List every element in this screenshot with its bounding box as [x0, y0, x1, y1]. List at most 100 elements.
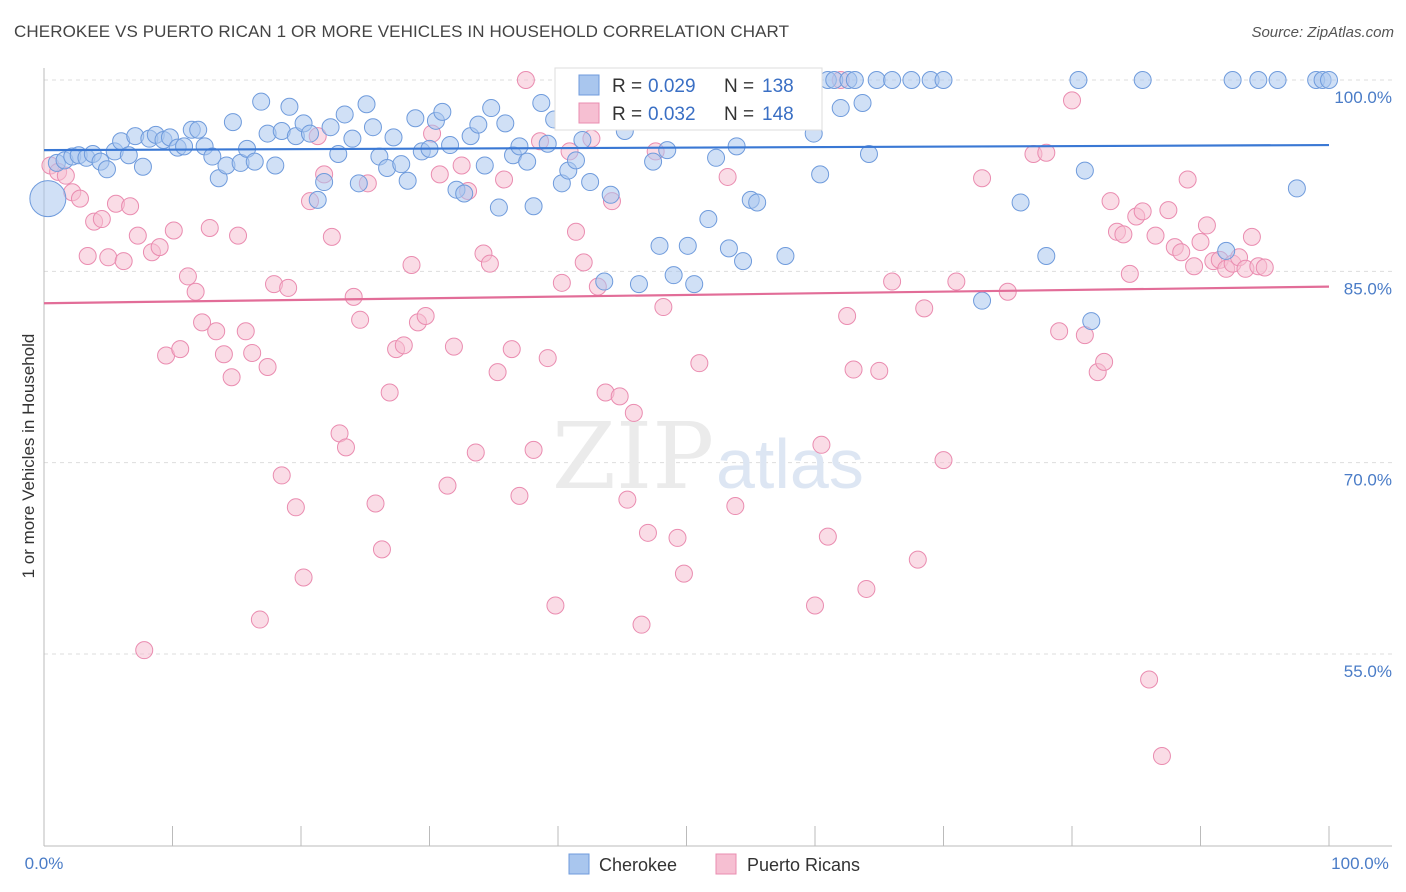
cherokee-point-37 [300, 124, 319, 143]
puerto-ricans-point-7 [92, 210, 111, 229]
puerto-ricans-point-137 [1191, 232, 1210, 251]
cherokee-point-69 [524, 197, 543, 216]
puerto-ricans-point-118 [1050, 322, 1069, 341]
puerto-ricans-point-62 [488, 363, 507, 382]
legend-label-puerto-ricans: Puerto Ricans [747, 855, 860, 875]
cherokee-point-95 [707, 148, 726, 167]
cherokee-point-116 [853, 93, 872, 112]
puerto-ricans-point-113 [947, 272, 966, 291]
cherokee-point-56 [433, 102, 452, 121]
cherokee-point-75 [566, 151, 585, 170]
puerto-ricans-point-57 [452, 156, 471, 175]
puerto-ricans-point-65 [510, 486, 529, 505]
x-tick-label-100: 100.0% [1331, 854, 1389, 873]
legend-swatch-puerto-ricans [715, 853, 737, 875]
cherokee-point-29 [245, 152, 264, 171]
puerto-ricans-point-67 [524, 440, 543, 459]
puerto-ricans-point-122 [1095, 352, 1114, 371]
cherokee-point-19 [175, 137, 194, 156]
puerto-ricans-point-131 [1152, 747, 1171, 766]
puerto-ricans-point-109 [883, 272, 902, 291]
y-tick-label-3: 55.0% [1344, 662, 1392, 681]
puerto-ricans-point-28 [243, 343, 262, 362]
stats-r-value-2: 0.032 [648, 104, 696, 125]
puerto-ricans-point-71 [552, 273, 571, 292]
cherokee-point-45 [357, 95, 376, 114]
y-tick-label-2: 70.0% [1344, 471, 1392, 490]
stats-swatch-puerto-ricans [578, 102, 600, 124]
cherokee-point-89 [664, 266, 683, 285]
puerto-ricans-point-102 [812, 435, 831, 454]
puerto-ricans-point-114 [973, 169, 992, 188]
cherokee-point-40 [321, 118, 340, 137]
puerto-ricans-point-136 [1185, 257, 1204, 276]
puerto-ricans-point-42 [344, 287, 363, 306]
cherokee-point-110 [811, 165, 830, 184]
chart-source: Source: ZipAtlas.com [1251, 24, 1394, 41]
puerto-ricans-point-63 [495, 170, 514, 189]
stats-n-value-2: 148 [762, 104, 794, 125]
watermark-atlas: atlas [716, 425, 864, 503]
cherokee-point-30 [252, 92, 271, 111]
cherokee-point-131 [1223, 71, 1242, 89]
puerto-ricans-point-27 [236, 322, 255, 341]
cherokee-point-42 [335, 105, 354, 124]
cherokee-point-63 [482, 99, 501, 118]
puerto-ricans-point-107 [857, 579, 876, 598]
puerto-ricans-point-10 [114, 252, 133, 271]
y-tick-label-1: 85.0% [1344, 279, 1392, 298]
cherokee-point-59 [455, 184, 474, 203]
puerto-ricans-point-101 [806, 596, 824, 615]
cherokee-point-99 [734, 252, 753, 271]
puerto-ricans-point-43 [351, 310, 370, 329]
cherokee-point-34 [280, 97, 299, 116]
puerto-ricans-point-119 [1063, 91, 1081, 110]
puerto-ricans-point-54 [430, 165, 449, 184]
cherokee-point-101 [748, 193, 767, 212]
cherokee-point-68 [518, 152, 537, 171]
puerto-ricans-point-33 [279, 278, 298, 297]
stats-r-label-2: R = [612, 104, 642, 125]
puerto-ricans-point-126 [1120, 264, 1139, 283]
cherokee-point-11 [119, 146, 138, 165]
puerto-ricans-point-105 [838, 306, 857, 325]
puerto-ricans-point-8 [99, 248, 118, 267]
puerto-ricans-point-50 [402, 255, 421, 274]
cherokee-point-0 [29, 180, 67, 218]
puerto-ricans-point-108 [870, 361, 889, 380]
cherokee-point-70 [532, 93, 551, 112]
cherokee-point-77 [581, 173, 600, 192]
cherokee-point-124 [1011, 193, 1030, 212]
puerto-ricans-point-66 [516, 71, 535, 89]
puerto-ricans-point-69 [538, 349, 557, 368]
puerto-ricans-point-19 [178, 267, 197, 286]
cherokee-point-46 [363, 118, 382, 137]
cherokee-point-87 [650, 236, 669, 255]
trend-lines [43, 143, 1330, 305]
stats-box: R = 0.029 N = 138 R = 0.032 N = 148 [554, 67, 823, 131]
puerto-ricans-point-21 [193, 313, 212, 332]
stats-n-value-1: 138 [762, 76, 794, 97]
puerto-ricans-point-32 [272, 466, 291, 485]
cherokee-point-79 [595, 272, 614, 291]
cherokee-point-51 [398, 171, 417, 190]
puerto-ricans-point-4 [70, 189, 89, 208]
puerto-ricans-point-24 [214, 345, 233, 364]
puerto-ricans-point-123 [1101, 192, 1120, 211]
cherokee-point-97 [719, 239, 738, 258]
x-axis-ticks [43, 826, 1330, 846]
cherokee-point-91 [678, 236, 697, 255]
puerto-ricans-point-52 [416, 306, 435, 325]
cherokee-point-23 [203, 147, 222, 166]
puerto-ricans-point-129 [1140, 670, 1159, 689]
puerto-ricans-point-79 [610, 387, 629, 406]
cherokee-point-134 [1287, 179, 1306, 198]
cherokee-point-130 [1217, 241, 1236, 260]
puerto-ricans-point-35 [294, 568, 313, 587]
chart-title: CHEROKEE VS PUERTO RICAN 1 OR MORE VEHIC… [14, 22, 790, 41]
puerto-ricans-point-47 [380, 383, 399, 402]
cherokee-point-133 [1268, 71, 1287, 89]
cherokee-point-94 [699, 210, 718, 229]
puerto-ricans-point-70 [546, 596, 565, 615]
cherokee-point-128 [1082, 312, 1101, 331]
